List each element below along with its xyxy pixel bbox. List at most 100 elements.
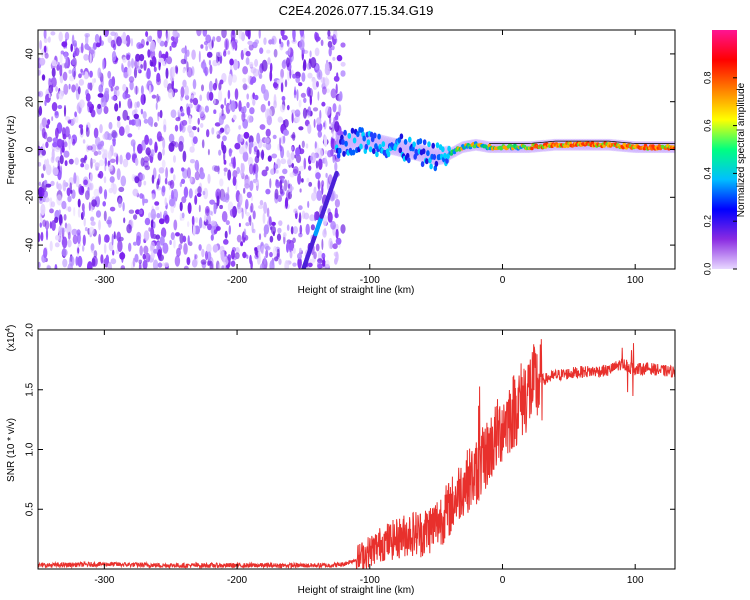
noise-mark — [328, 237, 333, 250]
noise-mark — [298, 232, 303, 238]
noise-mark — [317, 130, 322, 138]
noise-mark — [291, 109, 296, 114]
noise-mark — [198, 244, 202, 251]
noise-mark — [45, 228, 49, 241]
noise-mark — [334, 121, 340, 133]
noise-mark — [321, 238, 324, 251]
noise-mark — [324, 156, 328, 168]
noise-mark — [157, 30, 162, 39]
noise-mark — [289, 172, 295, 178]
noise-mark — [103, 189, 108, 200]
noise-mark — [154, 201, 160, 206]
noise-mark — [122, 56, 127, 63]
noise-mark — [77, 86, 81, 95]
track-mark — [375, 151, 379, 158]
noise-mark — [39, 40, 42, 50]
noise-mark — [151, 174, 155, 184]
noise-mark — [104, 157, 108, 167]
noise-mark — [288, 243, 292, 253]
noise-mark — [292, 166, 299, 174]
noise-mark — [45, 141, 49, 149]
noise-mark — [274, 256, 279, 262]
noise-mark — [111, 50, 117, 62]
noise-mark — [83, 156, 87, 164]
noise-mark — [128, 76, 135, 83]
chart-title: C2E4.2026.077.15.34.G19 — [279, 3, 434, 18]
noise-mark — [238, 222, 241, 228]
noise-mark — [179, 120, 184, 131]
noise-mark — [100, 254, 104, 264]
noise-mark — [238, 100, 242, 112]
noise-mark — [78, 73, 82, 79]
noise-mark — [267, 57, 271, 65]
streak-mark — [334, 170, 339, 176]
noise-mark — [327, 150, 333, 158]
noise-mark — [230, 30, 236, 41]
noise-mark — [152, 259, 159, 269]
noise-mark — [225, 220, 230, 226]
noise-mark — [164, 214, 170, 224]
noise-mark — [229, 58, 234, 66]
noise-mark — [178, 141, 184, 152]
noise-mark — [71, 84, 76, 93]
snr-x-label: Height of straight line (km) — [298, 585, 415, 596]
noise-mark — [189, 159, 196, 164]
snr-line — [38, 339, 675, 569]
noise-mark — [123, 40, 128, 45]
noise-mark — [186, 49, 190, 57]
noise-mark — [107, 70, 112, 79]
noise-mark — [313, 118, 316, 128]
noise-mark — [97, 93, 104, 98]
track-mark — [408, 136, 412, 143]
noise-mark — [291, 112, 294, 124]
noise-mark — [241, 143, 248, 153]
noise-mark — [275, 169, 279, 174]
noise-mark — [95, 42, 101, 48]
noise-mark — [249, 141, 254, 148]
noise-mark — [315, 243, 320, 252]
noise-mark — [157, 151, 163, 161]
track-mark — [381, 141, 386, 148]
noise-mark — [182, 150, 187, 163]
noise-mark — [77, 247, 80, 254]
noise-mark — [138, 209, 143, 215]
noise-mark — [103, 210, 107, 222]
noise-mark — [62, 179, 67, 192]
track-mark — [343, 129, 347, 136]
noise-mark — [151, 94, 157, 99]
noise-mark — [164, 262, 169, 268]
noise-mark — [79, 99, 85, 109]
noise-mark — [334, 114, 339, 121]
noise-mark — [136, 42, 142, 50]
noise-mark — [120, 265, 125, 269]
colorbar-tick-label: 0.6 — [702, 119, 712, 132]
noise-mark — [241, 208, 244, 220]
noise-mark — [51, 148, 55, 161]
noise-mark — [334, 198, 340, 208]
snr-x-ticks: -300 -200 -100 0 100 — [94, 330, 644, 586]
noise-mark — [327, 35, 333, 40]
noise-mark — [57, 61, 61, 69]
noise-mark — [125, 124, 130, 135]
noise-mark — [122, 109, 128, 121]
noise-mark — [97, 173, 101, 178]
noise-mark — [216, 195, 220, 207]
noise-mark — [299, 224, 303, 235]
noise-mark — [110, 39, 116, 48]
noise-mark — [186, 67, 193, 78]
noise-mark — [308, 181, 313, 187]
noise-mark — [169, 198, 175, 207]
noise-mark — [46, 265, 52, 269]
noise-mark — [87, 101, 93, 108]
noise-mark — [112, 183, 117, 195]
noise-mark — [224, 230, 228, 239]
noise-mark — [207, 251, 212, 261]
noise-mark — [272, 245, 278, 257]
noise-mark — [271, 221, 276, 226]
noise-mark — [150, 40, 156, 52]
noise-mark — [99, 124, 103, 134]
noise-mark — [188, 130, 194, 138]
noise-mark — [257, 205, 264, 209]
noise-mark — [248, 163, 254, 175]
